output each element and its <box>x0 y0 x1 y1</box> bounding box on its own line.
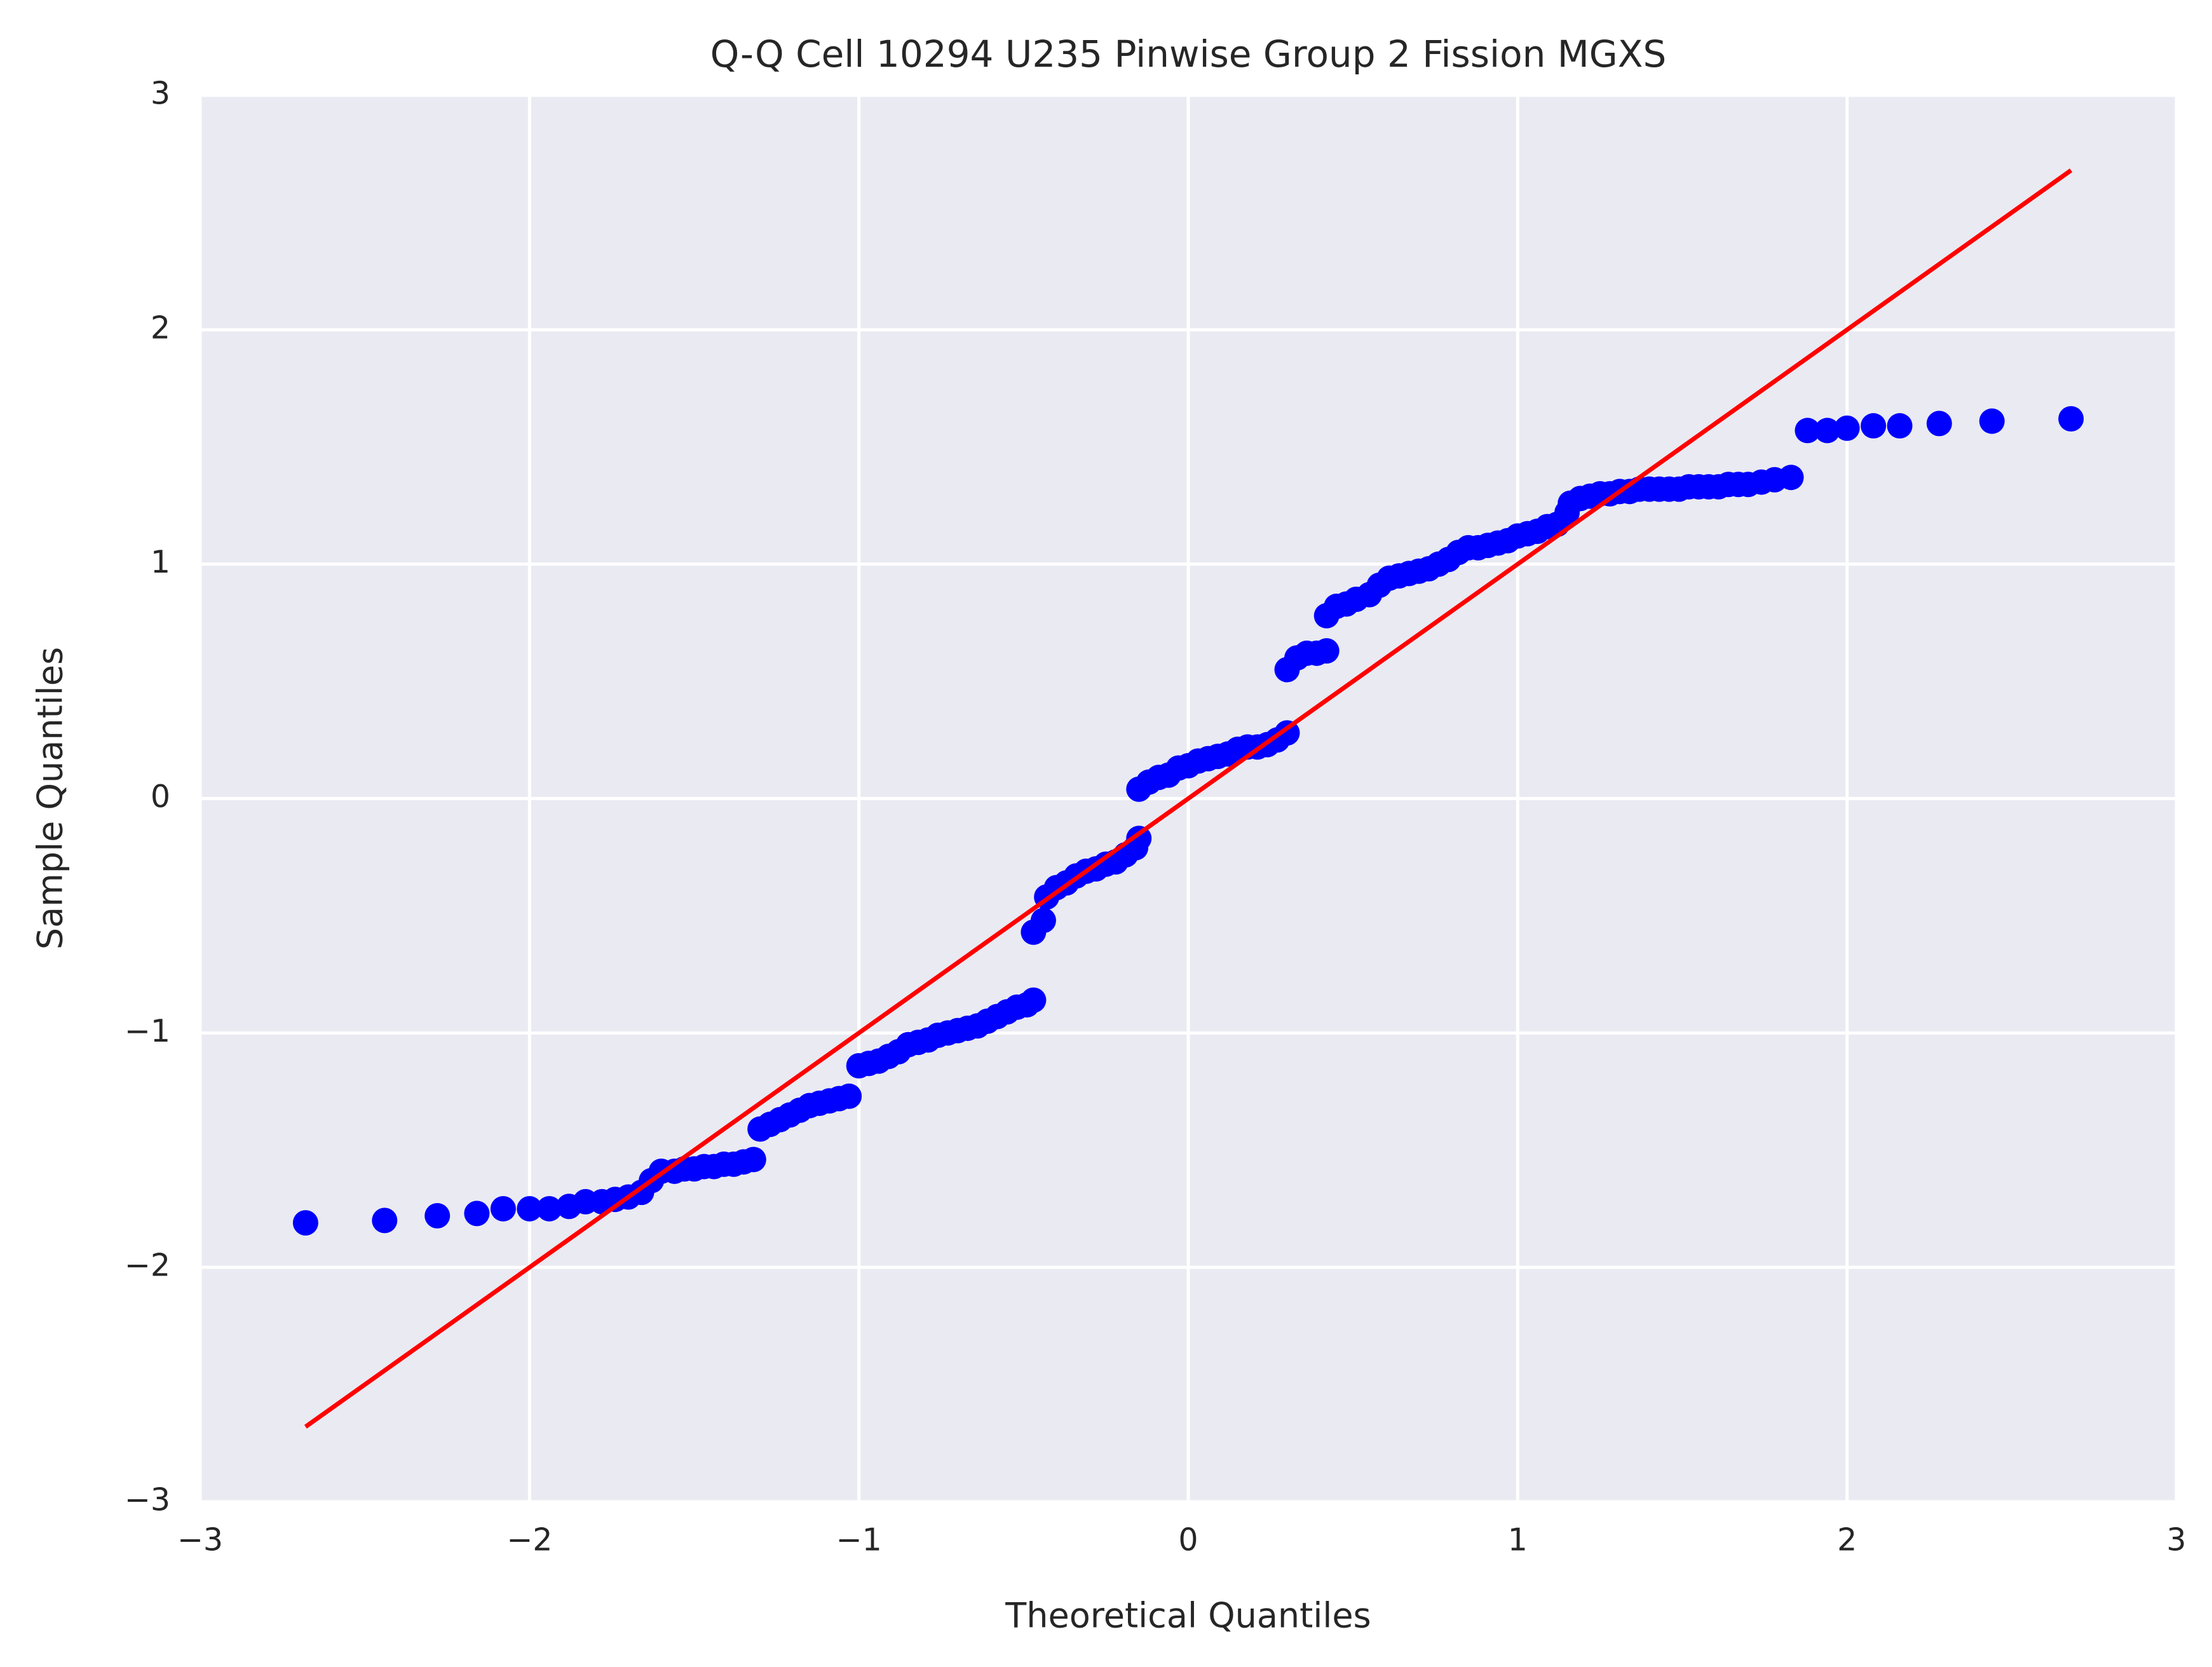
data-point <box>1313 638 1340 664</box>
data-point <box>1979 408 2005 434</box>
y-axis-label: Sample Quantiles <box>31 647 71 949</box>
y-tick-label: 3 <box>151 76 170 112</box>
y-tick-label: 0 <box>151 779 170 815</box>
data-point <box>1926 411 1952 437</box>
x-tick-label: 0 <box>1178 1522 1198 1558</box>
chart-title: Q-Q Cell 10294 U235 Pinwise Group 2 Fiss… <box>710 32 1667 76</box>
y-tick-label: −3 <box>125 1482 170 1518</box>
y-tick-label: 2 <box>151 310 170 346</box>
data-point <box>490 1195 516 1221</box>
data-point <box>1126 826 1152 852</box>
data-point <box>536 1195 562 1221</box>
data-point <box>1778 465 1804 491</box>
data-point <box>372 1208 398 1234</box>
y-tick-label: −1 <box>125 1013 170 1049</box>
x-tick-label: 3 <box>2166 1522 2186 1558</box>
x-tick-label: 1 <box>1508 1522 1528 1558</box>
x-tick-label: 2 <box>1837 1522 1857 1558</box>
x-tick-label: −3 <box>177 1522 223 1558</box>
data-point <box>1274 720 1300 746</box>
data-point <box>1887 413 1913 439</box>
y-tick-label: 1 <box>151 544 170 580</box>
data-point <box>292 1210 318 1236</box>
data-point <box>740 1146 766 1173</box>
x-tick-label: −1 <box>836 1522 882 1558</box>
data-point <box>1861 413 1887 439</box>
x-axis-label: Theoretical Quantiles <box>1005 1596 1371 1636</box>
data-point <box>1030 908 1056 934</box>
data-point <box>1814 418 1840 444</box>
data-point <box>2058 405 2084 432</box>
data-point <box>836 1083 862 1109</box>
data-point <box>1795 418 1821 444</box>
reference-line <box>304 168 2073 1429</box>
data-point <box>517 1195 543 1221</box>
y-tick-label: −2 <box>125 1248 170 1284</box>
data-point <box>1021 987 1047 1013</box>
data-point <box>424 1203 451 1229</box>
data-point <box>464 1201 490 1227</box>
x-tick-label: −2 <box>506 1522 552 1558</box>
data-point <box>1834 415 1860 441</box>
